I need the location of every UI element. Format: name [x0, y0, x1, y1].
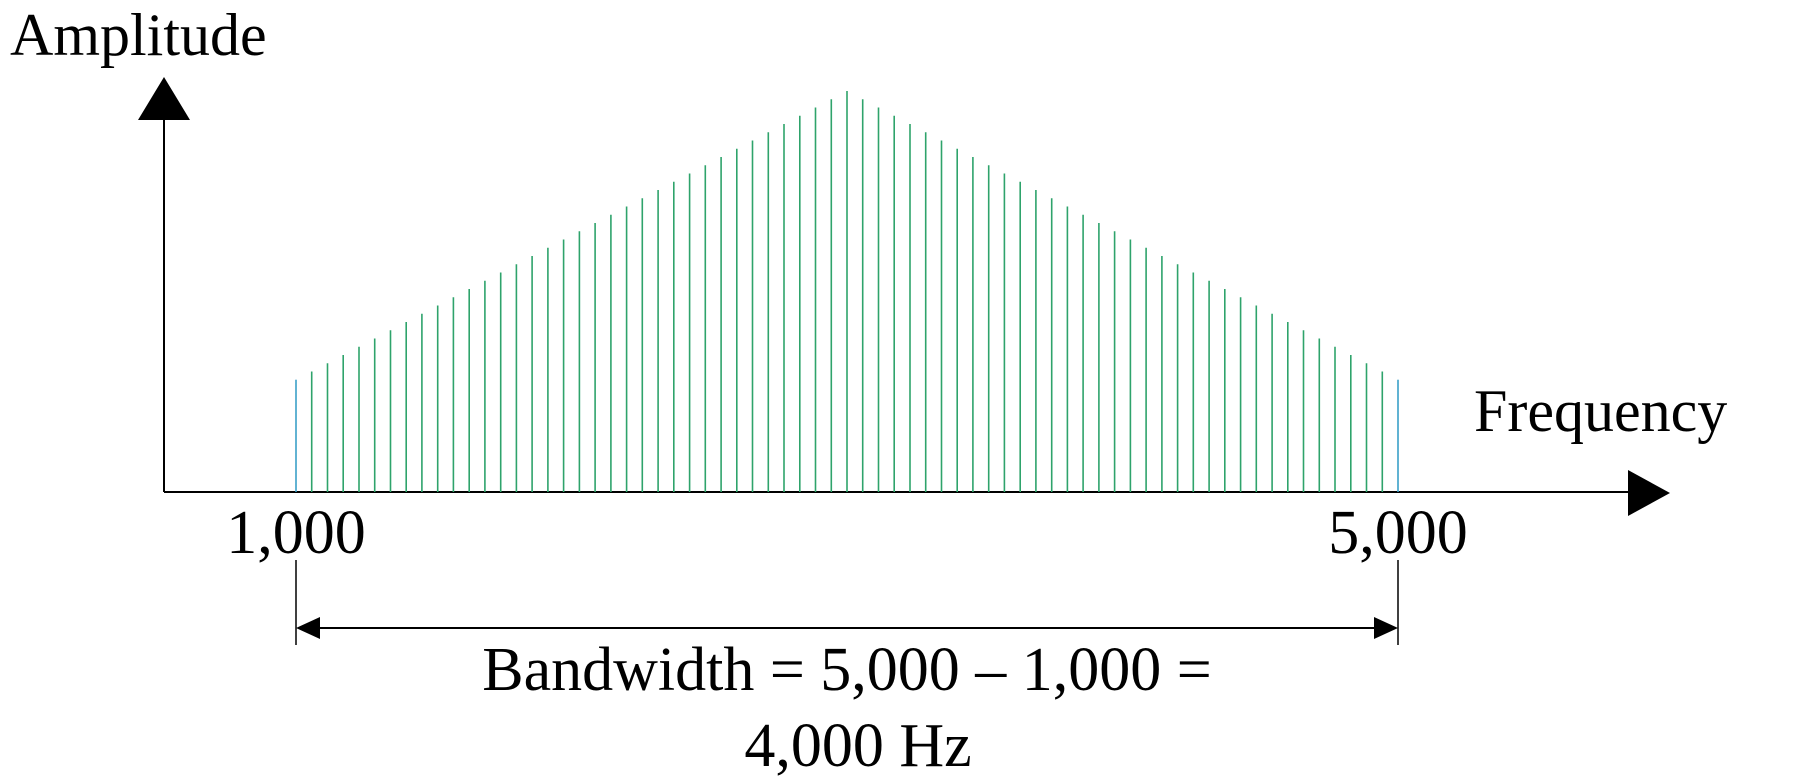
bandwidth-arrowhead-right	[1374, 617, 1398, 639]
y-axis-arrowhead	[138, 77, 190, 120]
x-axis-arrowhead	[1628, 470, 1670, 516]
y-axis-title: Amplitude	[10, 2, 267, 68]
bandwidth-caption-line2: 4,000 Hz	[744, 712, 971, 777]
spectrum-lines	[295, 91, 1399, 492]
bandwidth-caption-line1: Bandwidth = 5,000 – 1,000 =	[482, 636, 1212, 704]
tick-label-start: 1,000	[226, 499, 366, 567]
tick-label-end: 5,000	[1328, 499, 1468, 567]
bandwidth-arrowhead-left	[296, 617, 320, 639]
x-axis-title: Frequency	[1474, 378, 1727, 444]
